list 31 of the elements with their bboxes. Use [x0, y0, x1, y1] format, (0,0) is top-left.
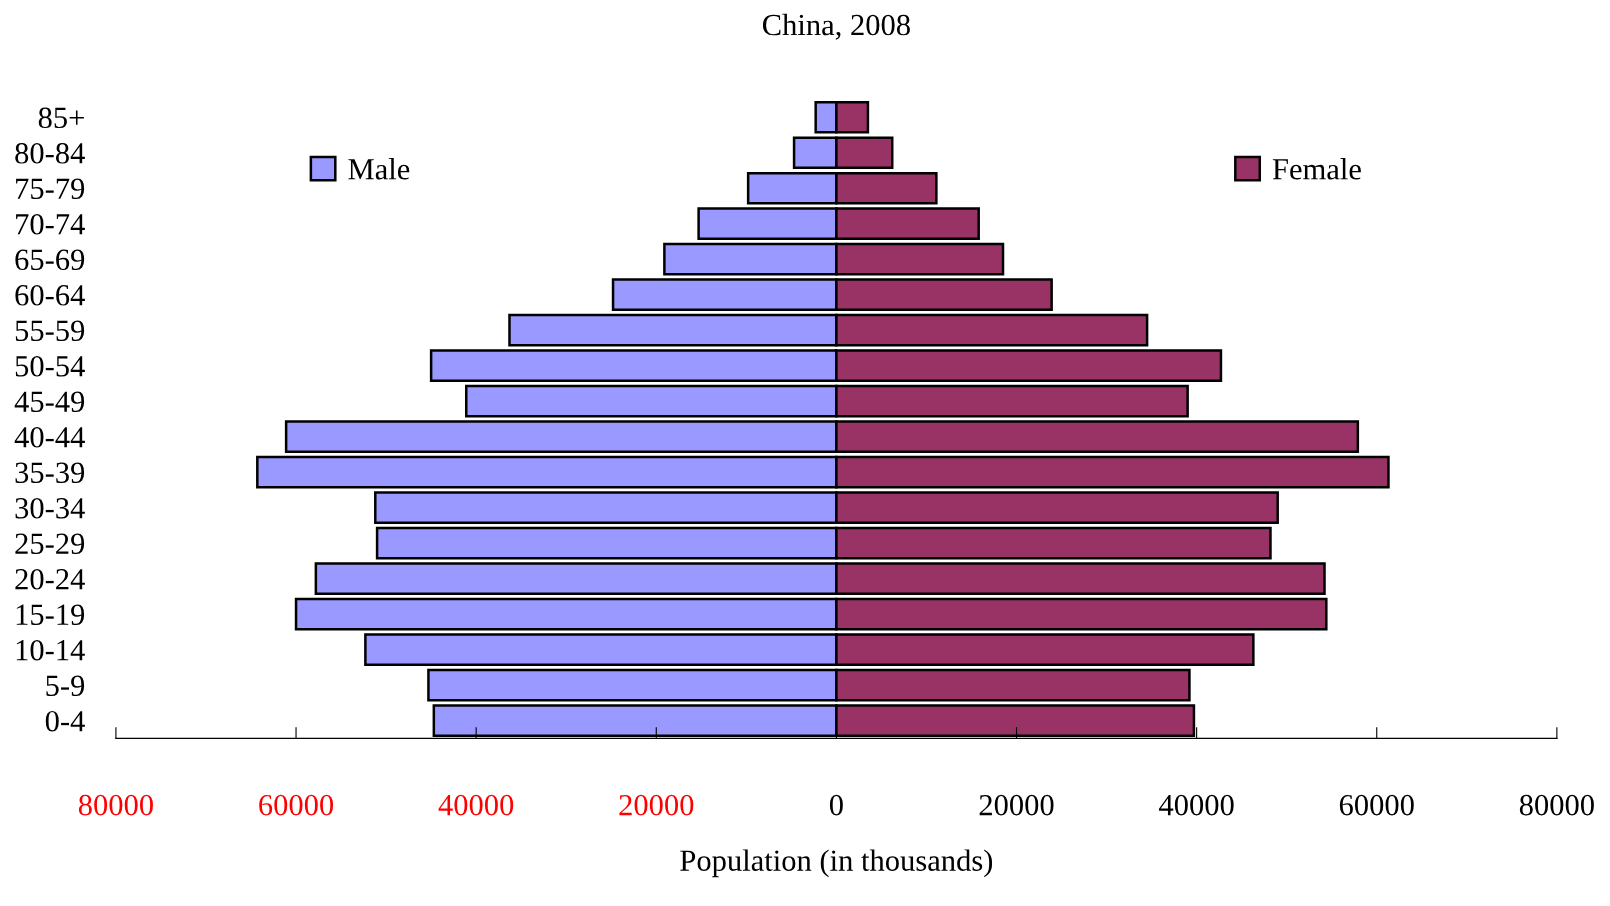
x-tick-label: 40000 [1159, 794, 1234, 816]
y-tick-label: 75-79 [16, 178, 85, 200]
chart-title: China, 2008 [762, 13, 910, 40]
x-tick-label: 0 [829, 794, 843, 816]
y-tick-label: 30-34 [15, 497, 85, 519]
x-tick-label: 60000 [259, 794, 334, 816]
y-tick-label: 40-44 [14, 426, 85, 448]
y-tick-label: 5-9 [46, 675, 85, 697]
y-tick-label: 50-54 [15, 355, 85, 377]
y-tick-label: 10-14 [16, 639, 85, 661]
y-tick-label: 35-39 [15, 462, 85, 484]
y-tick-label: 0-4 [45, 710, 85, 732]
y-tick-label: 45-49 [14, 391, 85, 413]
x-tick-label: 20000 [619, 794, 694, 816]
x-tick-label: 80000 [78, 794, 153, 816]
y-tick-label: 70-74 [16, 213, 85, 235]
x-tick-label: 60000 [1339, 794, 1414, 816]
x-tick-label: 20000 [979, 794, 1054, 816]
legend-label: Female [1272, 158, 1361, 180]
y-tick-label: 55-59 [15, 320, 85, 342]
y-tick-label: 60-64 [15, 284, 85, 306]
x-tick-label: 40000 [438, 794, 514, 816]
legend-label: Male [348, 158, 410, 180]
y-tick-label: 25-29 [15, 533, 85, 555]
x-axis-title: Population (in thousands) [680, 849, 993, 878]
x-tick-label: 80000 [1519, 794, 1594, 816]
y-tick-label: 65-69 [15, 249, 85, 271]
y-tick-label: 15-19 [16, 604, 85, 626]
y-tick-label: 20-24 [15, 568, 85, 590]
y-tick-label: 85+ [38, 107, 84, 129]
y-tick-label: 80-84 [15, 143, 85, 164]
